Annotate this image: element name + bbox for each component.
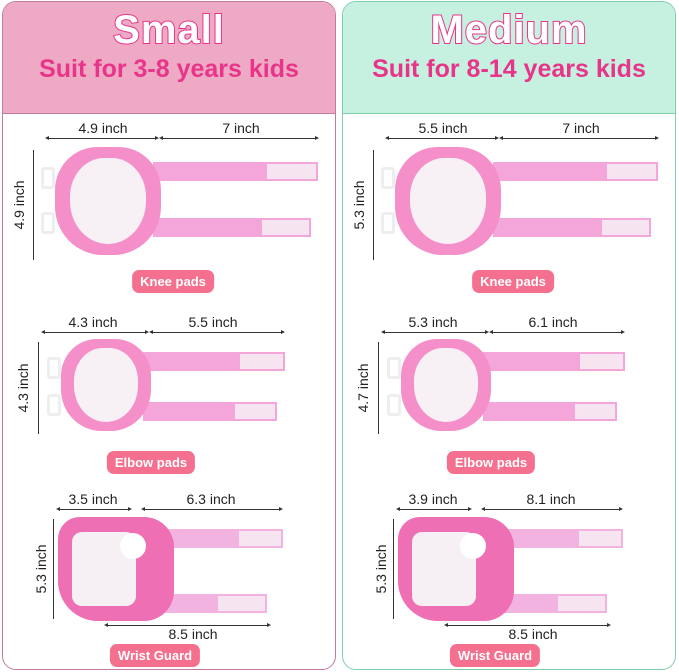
elbow-height-label: 4.7 inch: [355, 363, 371, 413]
knee-strap-dimension: [159, 136, 319, 140]
knee-height-dimension: [373, 150, 374, 260]
wrist-width-label: 3.9 inch: [408, 491, 458, 507]
elbow-width-label: 5.3 inch: [408, 314, 458, 330]
knee-strap: [153, 218, 311, 237]
pad-shell: [409, 157, 487, 245]
elbow-strap-label: 6.1 inch: [528, 314, 578, 330]
wrist-guard-image: [398, 517, 514, 621]
elbow-height-dimension: [378, 342, 379, 434]
knee-height-label: 4.9 inch: [11, 180, 27, 230]
buckle-icon: [41, 167, 55, 189]
buckle-icon: [381, 212, 395, 234]
panel-header: Medium Suit for 8-14 years kids: [343, 2, 675, 114]
medium-panel: Medium Suit for 8-14 years kids 5.5 inch 7 …: [342, 1, 676, 670]
elbow-strap: [143, 402, 277, 421]
elbow-strap-label: 5.5 inch: [188, 314, 238, 330]
wrist-height-label: 5.3 inch: [33, 544, 49, 594]
knee-pad-image: [395, 147, 501, 255]
knee-pads-label: Knee pads: [132, 270, 214, 293]
wrist-strap-dimension: [141, 507, 283, 511]
wrist-height-dimension: [53, 519, 54, 619]
knee-strap-label: 7 inch: [222, 120, 260, 136]
knee-strap: [493, 218, 651, 237]
elbow-width-dimension: [41, 330, 149, 334]
size-title: Medium: [429, 7, 588, 53]
elbow-strap-dimension: [489, 330, 625, 334]
knee-strap: [153, 162, 318, 181]
wrist-width-label: 3.5 inch: [68, 491, 118, 507]
elbow-height-dimension: [38, 342, 39, 434]
small-panel: Small Suit for 3-8 years kids 4.9 inch 7 in…: [2, 1, 336, 670]
wrist-guard-label: Wrist Guard: [449, 644, 541, 667]
wrist-length-dimension: [444, 623, 611, 627]
wrist-height-dimension: [393, 519, 394, 619]
elbow-strap: [143, 352, 285, 371]
elbow-strap-dimension: [149, 330, 285, 334]
knee-height-label: 5.3 inch: [351, 180, 367, 230]
thumb-hole: [120, 533, 146, 559]
knee-strap: [493, 162, 658, 181]
knee-strap-label: 7 inch: [562, 120, 600, 136]
elbow-height-label: 4.3 inch: [15, 363, 31, 413]
knee-width-dimension: [385, 136, 499, 140]
wrist-length-label: 8.5 inch: [168, 626, 218, 642]
knee-width-dimension: [45, 136, 159, 140]
knee-height-dimension: [33, 150, 34, 260]
pad-shell: [69, 157, 147, 245]
buckle-icon: [47, 357, 61, 379]
wrist-strap: [143, 529, 283, 548]
elbow-strap: [483, 402, 617, 421]
elbow-pads-label: Elbow pads: [446, 451, 536, 474]
elbow-pad-image: [61, 339, 151, 431]
knee-pads-label: Knee pads: [472, 270, 554, 293]
knee-pad-image: [55, 147, 161, 255]
thumb-hole: [460, 533, 486, 559]
elbow-width-label: 4.3 inch: [68, 314, 118, 330]
buckle-icon: [41, 212, 55, 234]
buckle-icon: [387, 357, 401, 379]
wrist-width-dimension: [56, 507, 132, 511]
wrist-width-dimension: [396, 507, 472, 511]
wrist-guard-image: [58, 517, 174, 621]
pad-shell: [73, 348, 139, 422]
wrist-strap-label: 6.3 inch: [186, 491, 236, 507]
wrist-guard-label: Wrist Guard: [109, 644, 201, 667]
knee-width-label: 4.9 inch: [78, 120, 128, 136]
elbow-pad-image: [401, 339, 491, 431]
wrist-strap-dimension: [481, 507, 623, 511]
age-subtitle: Suit for 8-14 years kids: [372, 55, 646, 83]
pad-shell: [413, 348, 479, 422]
elbow-strap: [483, 352, 625, 371]
wrist-strap: [483, 529, 623, 548]
wrist-strap-label: 8.1 inch: [526, 491, 576, 507]
age-subtitle: Suit for 3-8 years kids: [39, 55, 299, 83]
wrist-length-label: 8.5 inch: [508, 626, 558, 642]
wrist-height-label: 5.3 inch: [373, 544, 389, 594]
knee-width-label: 5.5 inch: [418, 120, 468, 136]
wrist-length-dimension: [104, 623, 271, 627]
size-title: Small: [112, 7, 225, 53]
knee-strap-dimension: [499, 136, 659, 140]
buckle-icon: [47, 394, 61, 416]
buckle-icon: [381, 167, 395, 189]
panel-header: Small Suit for 3-8 years kids: [3, 2, 335, 114]
elbow-width-dimension: [381, 330, 489, 334]
elbow-pads-label: Elbow pads: [106, 451, 196, 474]
buckle-icon: [387, 394, 401, 416]
